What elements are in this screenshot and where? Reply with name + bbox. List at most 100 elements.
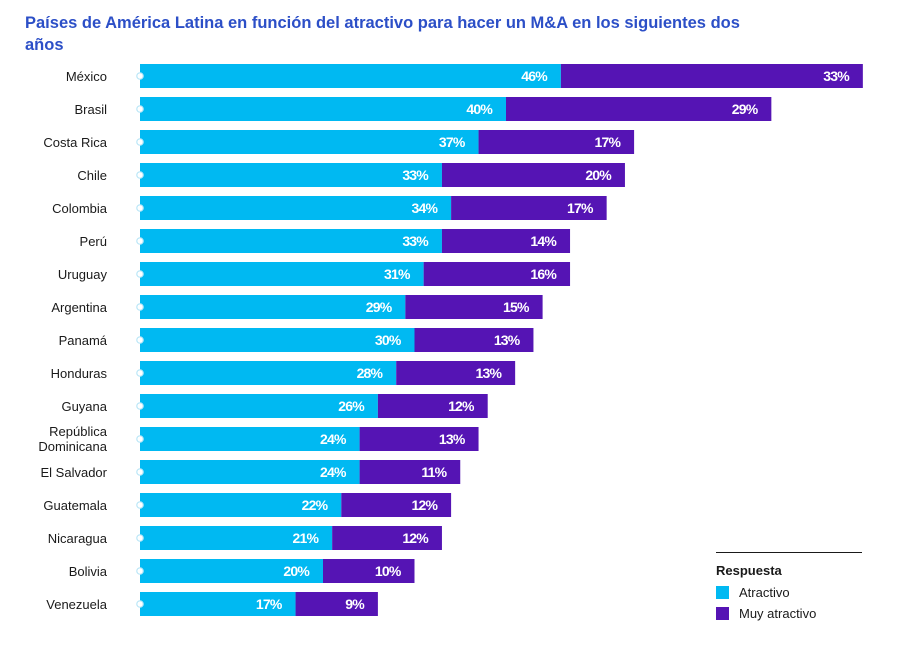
axis-marker-honduras (136, 369, 144, 377)
axis-marker-guatemala (136, 501, 144, 509)
axis-marker-uruguay (136, 270, 144, 278)
bar-argentina-muy-atractivo (405, 295, 543, 319)
bar-chile-muy-atractivo (441, 163, 625, 187)
bar-uruguay-atractivo (140, 262, 424, 286)
axis-marker-costa-rica (136, 138, 144, 146)
value-label-guyana-atractivo: 26% (338, 398, 365, 414)
axis-marker-colombia (136, 204, 144, 212)
value-label-venezuela-atractivo: 17% (256, 596, 283, 612)
bar-colombia-atractivo (140, 196, 452, 220)
axis-marker-chile (136, 171, 144, 179)
value-label-costa-rica-muy-atractivo: 17% (594, 134, 621, 150)
value-label-chile-atractivo: 33% (402, 167, 429, 183)
value-label-bolivia-muy-atractivo: 10% (375, 563, 402, 579)
bar-mexico-atractivo (140, 64, 561, 88)
legend-swatch-atractivo (716, 585, 729, 599)
bar-brasil-muy-atractivo (506, 97, 772, 121)
value-label-republica-dominicana-muy-atractivo: 13% (439, 431, 466, 447)
bar-republica-dominicana-muy-atractivo (359, 427, 479, 451)
bar-uruguay-muy-atractivo (423, 262, 571, 286)
category-label-mexico: México (66, 69, 107, 84)
bar-venezuela-atractivo (140, 592, 296, 616)
legend: Respuesta Atractivo Muy atractivo (716, 552, 862, 622)
category-label-colombia: Colombia (52, 201, 108, 216)
bar-peru-muy-atractivo (441, 229, 571, 253)
bar-guyana-atractivo (140, 394, 378, 418)
bar-costa-rica-atractivo (140, 130, 479, 154)
axis-marker-mexico (136, 72, 144, 80)
value-label-mexico-muy-atractivo: 33% (823, 68, 850, 84)
axis-marker-el-salvador (136, 468, 144, 476)
category-label-bolivia: Bolivia (69, 564, 108, 579)
value-label-nicaragua-atractivo: 21% (293, 530, 320, 546)
axis-marker-venezuela (136, 600, 144, 608)
value-label-chile-muy-atractivo: 20% (585, 167, 612, 183)
bar-nicaragua-muy-atractivo (332, 526, 442, 550)
bar-honduras-muy-atractivo (396, 361, 516, 385)
category-label-el-salvador: El Salvador (41, 465, 108, 480)
bar-panama-muy-atractivo (414, 328, 534, 352)
legend-label-muy-atractivo: Muy atractivo (739, 605, 817, 621)
bar-colombia-muy-atractivo (451, 196, 607, 220)
category-label-panama: Panamá (59, 333, 108, 348)
bar-panama-atractivo (140, 328, 415, 352)
axis-marker-guyana (136, 402, 144, 410)
legend-title: Respuesta (716, 563, 782, 578)
axis-marker-peru (136, 237, 144, 245)
axis-marker-brasil (136, 105, 144, 113)
value-label-honduras-muy-atractivo: 13% (476, 365, 503, 381)
bar-el-salvador-atractivo (140, 460, 360, 484)
bar-chile-atractivo (140, 163, 442, 187)
value-label-costa-rica-atractivo: 37% (439, 134, 466, 150)
category-label-brasil: Brasil (74, 102, 107, 117)
value-label-el-salvador-atractivo: 24% (320, 464, 347, 480)
legend-swatch-muy-atractivo (716, 606, 729, 620)
category-label-costa-rica: Costa Rica (43, 135, 107, 150)
value-label-peru-atractivo: 33% (402, 233, 429, 249)
value-label-guyana-muy-atractivo: 12% (448, 398, 475, 414)
category-label-venezuela: Venezuela (46, 597, 107, 612)
category-label-republica-dominicana: República Dominicana (38, 424, 107, 454)
value-label-brasil-muy-atractivo: 29% (732, 101, 759, 117)
category-label-argentina: Argentina (51, 300, 107, 315)
value-label-bolivia-atractivo: 20% (283, 563, 310, 579)
axis-marker-republica-dominicana (136, 435, 144, 443)
bar-guatemala-atractivo (140, 493, 342, 517)
legend-item-atractivo: Atractivo (716, 583, 862, 601)
value-label-colombia-muy-atractivo: 17% (567, 200, 594, 216)
value-label-uruguay-muy-atractivo: 16% (530, 266, 557, 282)
value-label-peru-muy-atractivo: 14% (530, 233, 557, 249)
value-label-panama-atractivo: 30% (375, 332, 402, 348)
bar-nicaragua-atractivo (140, 526, 333, 550)
value-label-panama-muy-atractivo: 13% (494, 332, 521, 348)
bar-brasil-atractivo (140, 97, 506, 121)
category-label-nicaragua: Nicaragua (48, 531, 108, 546)
category-label-honduras: Honduras (51, 366, 108, 381)
value-label-el-salvador-muy-atractivo: 11% (421, 464, 447, 480)
bar-venezuela-muy-atractivo (295, 592, 378, 616)
chart-title: Países de América Latina en función del … (25, 14, 740, 54)
axis-marker-nicaragua (136, 534, 144, 542)
value-label-brasil-atractivo: 40% (466, 101, 493, 117)
category-label-guatemala: Guatemala (43, 498, 107, 513)
value-label-colombia-atractivo: 34% (411, 200, 438, 216)
axis-marker-argentina (136, 303, 144, 311)
value-label-argentina-atractivo: 29% (366, 299, 393, 315)
category-label-peru: Perú (80, 234, 107, 249)
bar-bolivia-atractivo (140, 559, 323, 583)
bar-peru-atractivo (140, 229, 442, 253)
category-label-guyana: Guyana (61, 399, 107, 414)
legend-item-muy-atractivo: Muy atractivo (716, 604, 862, 622)
value-label-honduras-atractivo: 28% (357, 365, 384, 381)
value-label-guatemala-muy-atractivo: 12% (411, 497, 438, 513)
bar-guyana-muy-atractivo (377, 394, 488, 418)
value-label-mexico-atractivo: 46% (521, 68, 548, 84)
bar-bolivia-muy-atractivo (323, 559, 415, 583)
bar-guatemala-muy-atractivo (341, 493, 452, 517)
bar-republica-dominicana-atractivo (140, 427, 360, 451)
bar-honduras-atractivo (140, 361, 397, 385)
bar-argentina-atractivo (140, 295, 406, 319)
value-label-venezuela-muy-atractivo: 9% (345, 596, 365, 612)
legend-label-atractivo: Atractivo (739, 584, 790, 600)
